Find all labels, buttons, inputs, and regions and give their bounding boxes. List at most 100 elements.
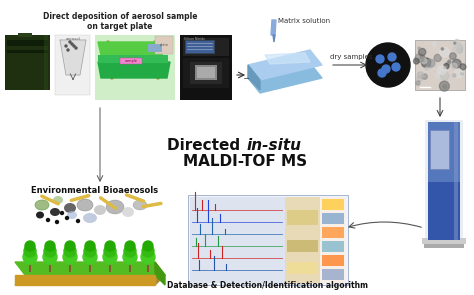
Bar: [7, 40, 48, 46]
Text: Directed: Directed: [167, 137, 245, 153]
Circle shape: [392, 63, 400, 71]
Ellipse shape: [35, 200, 49, 210]
Circle shape: [104, 245, 116, 257]
Bar: [428, 182, 460, 240]
Circle shape: [65, 241, 75, 251]
Circle shape: [71, 43, 73, 45]
Bar: [29, 265, 31, 272]
Circle shape: [436, 73, 441, 78]
Text: Matrix solution: Matrix solution: [278, 18, 330, 24]
Circle shape: [141, 250, 155, 264]
Ellipse shape: [133, 200, 147, 210]
Circle shape: [454, 40, 460, 46]
Bar: [147, 265, 149, 272]
Bar: [89, 265, 91, 272]
Bar: [428, 122, 460, 182]
Polygon shape: [248, 65, 260, 90]
Bar: [155, 36, 173, 54]
Bar: [188, 195, 348, 285]
Circle shape: [420, 55, 425, 60]
Circle shape: [460, 64, 466, 70]
Bar: [120, 58, 142, 64]
Circle shape: [461, 73, 463, 75]
Circle shape: [438, 66, 447, 74]
Circle shape: [427, 59, 435, 67]
Bar: [428, 122, 460, 240]
Polygon shape: [15, 275, 165, 285]
Text: Direct deposition of aerosol sample
on target plate: Direct deposition of aerosol sample on t…: [43, 12, 197, 31]
Polygon shape: [248, 50, 322, 80]
Ellipse shape: [67, 211, 77, 219]
Circle shape: [55, 220, 58, 224]
Bar: [287, 240, 318, 252]
Circle shape: [76, 219, 80, 222]
Bar: [195, 65, 217, 80]
Bar: [431, 131, 449, 169]
Polygon shape: [15, 262, 165, 275]
Bar: [69, 265, 71, 272]
Circle shape: [376, 55, 384, 63]
Circle shape: [439, 81, 449, 91]
Circle shape: [415, 54, 424, 62]
Circle shape: [453, 74, 456, 77]
Circle shape: [416, 81, 420, 85]
Circle shape: [450, 53, 456, 59]
Circle shape: [443, 85, 447, 88]
Bar: [98, 55, 168, 63]
Circle shape: [69, 41, 71, 43]
Bar: [322, 255, 344, 266]
Circle shape: [67, 49, 69, 51]
Polygon shape: [248, 63, 322, 93]
Bar: [322, 269, 344, 280]
Ellipse shape: [122, 207, 134, 217]
Circle shape: [65, 217, 69, 219]
Bar: [185, 40, 215, 54]
Circle shape: [444, 63, 449, 69]
Circle shape: [432, 42, 437, 46]
Circle shape: [417, 72, 424, 78]
Ellipse shape: [64, 203, 76, 213]
Ellipse shape: [77, 199, 93, 211]
Ellipse shape: [36, 212, 44, 219]
Circle shape: [24, 245, 36, 257]
Circle shape: [447, 62, 450, 65]
Circle shape: [418, 47, 420, 49]
Bar: [190, 197, 285, 283]
Circle shape: [124, 245, 136, 257]
Text: plate: plate: [159, 43, 168, 47]
Circle shape: [461, 53, 465, 56]
Circle shape: [434, 54, 441, 62]
Bar: [183, 58, 229, 88]
Bar: [129, 265, 131, 272]
Circle shape: [366, 43, 410, 87]
Bar: [322, 213, 344, 224]
Circle shape: [451, 63, 457, 69]
Text: aerosol: aerosol: [65, 37, 81, 41]
Bar: [415, 40, 465, 90]
Bar: [190, 62, 222, 84]
Circle shape: [378, 69, 386, 77]
Text: dry samples: dry samples: [330, 54, 373, 60]
Circle shape: [439, 47, 449, 57]
Polygon shape: [265, 53, 310, 64]
Circle shape: [64, 245, 76, 257]
Bar: [285, 197, 320, 283]
Bar: [5, 35, 50, 90]
Bar: [183, 38, 229, 56]
Circle shape: [417, 76, 422, 81]
Circle shape: [455, 69, 463, 78]
Bar: [148, 44, 162, 52]
Text: sample: sample: [125, 59, 137, 63]
Ellipse shape: [94, 205, 106, 215]
Bar: [7, 50, 48, 53]
Ellipse shape: [50, 208, 60, 216]
Circle shape: [125, 241, 135, 251]
Polygon shape: [155, 262, 165, 285]
Bar: [109, 265, 111, 272]
Bar: [320, 197, 346, 283]
Bar: [322, 227, 344, 238]
Circle shape: [441, 48, 444, 50]
Bar: [454, 122, 458, 240]
Bar: [430, 130, 450, 170]
Circle shape: [105, 241, 115, 251]
